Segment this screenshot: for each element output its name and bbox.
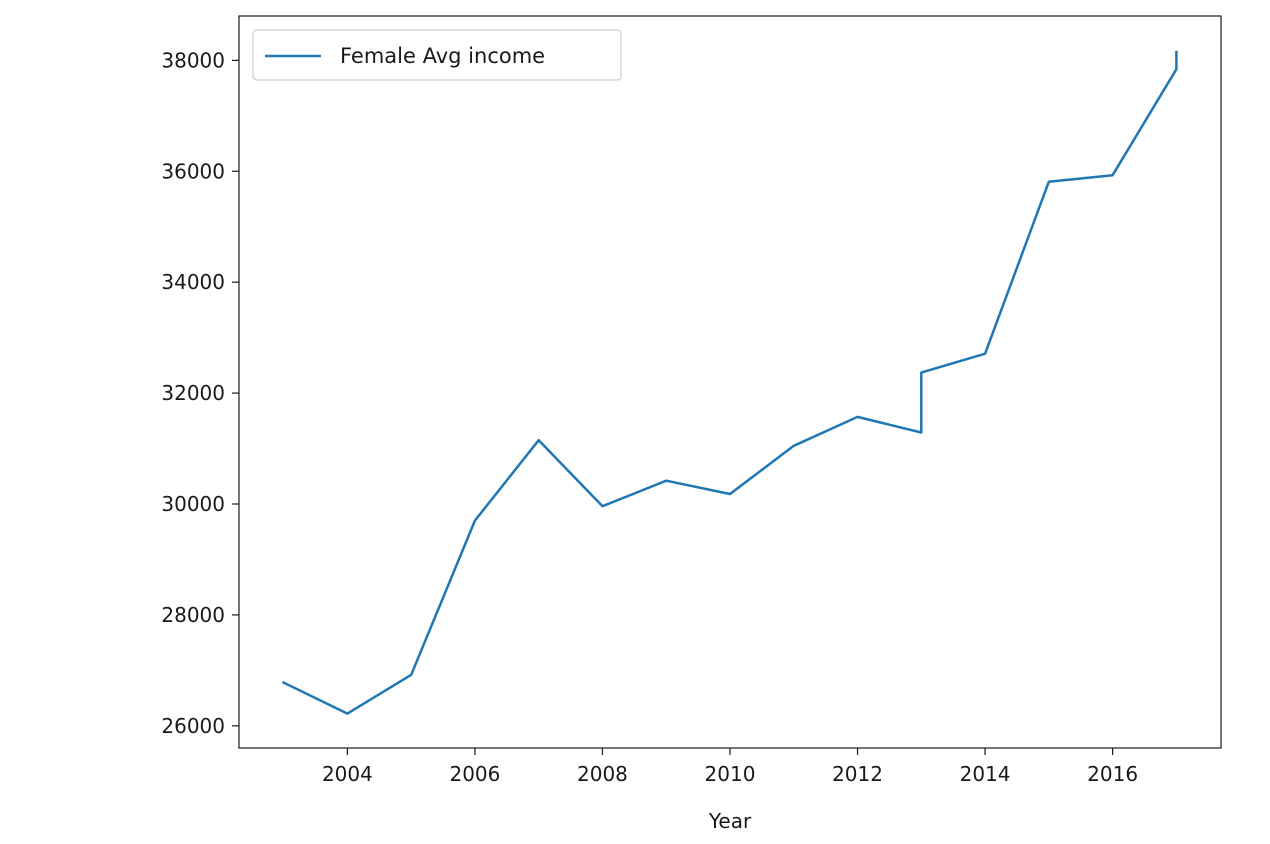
y-tick-label: 30000 <box>161 492 225 516</box>
x-axis-ticks: 2004 2006 2008 2010 2012 2014 2016 <box>322 748 1138 786</box>
y-axis-ticks: 26000 28000 30000 32000 34000 36000 38000 <box>161 48 239 738</box>
x-tick-label: 2016 <box>1087 762 1138 786</box>
y-tick-label: 32000 <box>161 381 225 405</box>
x-tick-label: 2008 <box>577 762 628 786</box>
legend-box <box>252 29 622 81</box>
legend-label-female-avg-income: Female Avg income <box>340 44 545 68</box>
x-tick-label: 2006 <box>449 762 500 786</box>
x-tick-label: 2004 <box>322 762 373 786</box>
series-line-female-avg-income <box>281 50 1178 715</box>
y-tick-label: 28000 <box>161 603 225 627</box>
x-tick-label: 2014 <box>960 762 1011 786</box>
y-tick-label: 34000 <box>161 270 225 294</box>
x-axis-label: Year <box>708 809 752 833</box>
y-tick-label: 36000 <box>161 159 225 183</box>
legend: Female Avg income <box>252 29 622 81</box>
x-tick-label: 2010 <box>705 762 756 786</box>
y-tick-label: 26000 <box>161 714 225 738</box>
x-tick-label: 2012 <box>832 762 883 786</box>
y-tick-label: 38000 <box>161 48 225 72</box>
